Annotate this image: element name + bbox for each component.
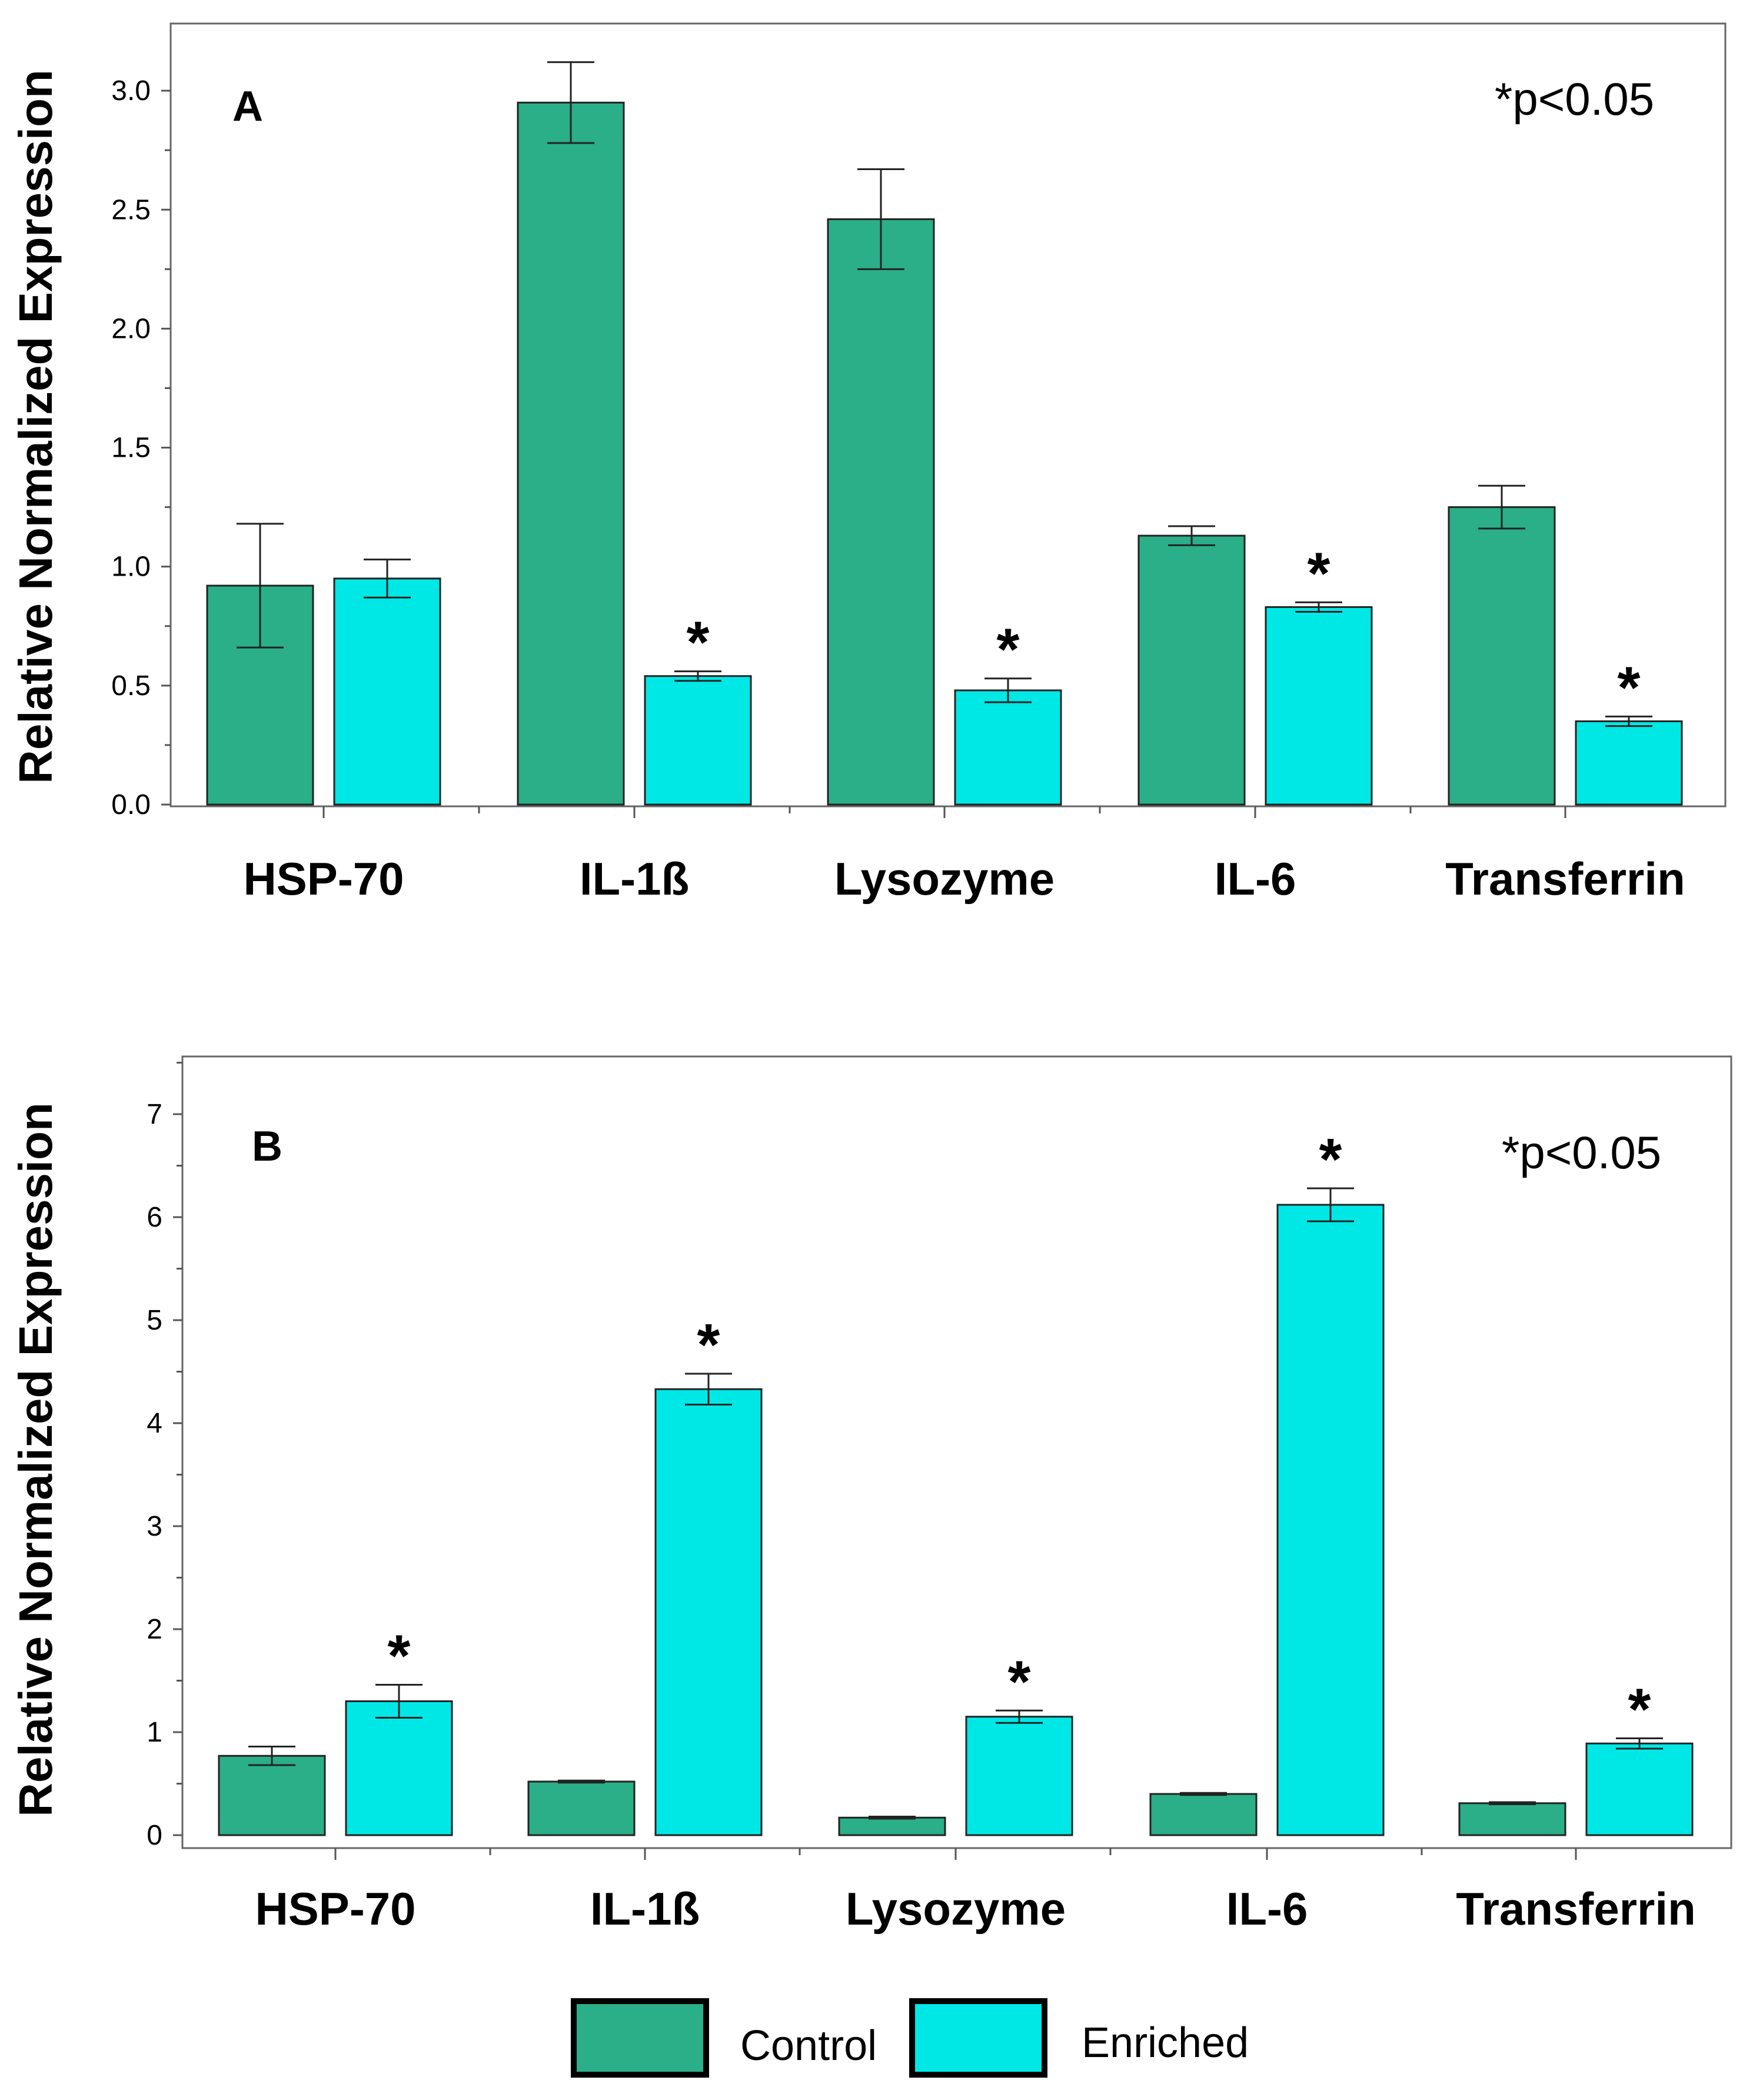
category-label: IL-6 bbox=[1215, 853, 1296, 905]
bar-control bbox=[517, 101, 625, 806]
significance-star: * bbox=[697, 1312, 720, 1378]
category-label: Transferrin bbox=[1456, 1883, 1695, 1935]
category-label: Lysozyme bbox=[834, 853, 1055, 905]
y-tick-label: 4 bbox=[147, 1408, 162, 1439]
bar-control bbox=[527, 1780, 636, 1836]
panel-b-label: B bbox=[252, 1123, 282, 1170]
bar-control bbox=[827, 218, 935, 806]
legend: Control Enriched bbox=[571, 1998, 1249, 2078]
category-label: IL-6 bbox=[1226, 1883, 1308, 1935]
y-tick-label: 1.0 bbox=[111, 551, 151, 583]
bar-control bbox=[1448, 506, 1556, 806]
panel-b-error-bars bbox=[248, 1187, 1663, 1820]
panel-a-error-bars bbox=[237, 61, 1652, 727]
significance-star: * bbox=[1319, 1127, 1342, 1192]
panel-a-x-ticks bbox=[322, 806, 1566, 818]
y-tick-label: 7 bbox=[147, 1099, 162, 1130]
bar-control bbox=[838, 1816, 946, 1836]
y-tick-label: 1 bbox=[147, 1717, 162, 1748]
panel-a-category-labels: HSP-70 IL-1ß Lysozyme IL-6 Transferrin bbox=[243, 853, 1685, 905]
bar-enriched bbox=[954, 689, 1062, 806]
category-label: HSP-70 bbox=[255, 1883, 415, 1935]
y-tick-label: 3.0 bbox=[111, 75, 151, 107]
y-tick-label: 2.5 bbox=[111, 194, 151, 225]
legend-label-enriched: Enriched bbox=[1082, 2019, 1249, 2066]
panel-b-x-ticks bbox=[334, 1848, 1577, 1860]
significance-star: * bbox=[1628, 1677, 1651, 1743]
panel-b-category-labels: HSP-70 IL-1ß Lysozyme IL-6 Transferrin bbox=[255, 1883, 1695, 1935]
significance-star: * bbox=[388, 1623, 411, 1689]
significance-star: * bbox=[997, 617, 1020, 683]
panel-b-bars bbox=[218, 1204, 1694, 1836]
panel-b-significance-stars: * * * * * bbox=[388, 1127, 1651, 1743]
y-tick-label: 6 bbox=[147, 1202, 162, 1233]
panel-a-significance-note: *p<0.05 bbox=[1495, 73, 1654, 125]
legend-label-control: Control bbox=[740, 2022, 877, 2069]
panel-b-y-ticks: 0 1 2 3 4 5 6 7 bbox=[147, 1062, 182, 1851]
bar-control bbox=[1458, 1802, 1566, 1836]
panel-b-significance-note: *p<0.05 bbox=[1502, 1127, 1661, 1178]
panel-a-label: A bbox=[232, 83, 263, 130]
bar-enriched bbox=[1585, 1742, 1694, 1836]
y-tick-label: 0.5 bbox=[111, 670, 151, 702]
panel-b-plot-frame bbox=[181, 1055, 1732, 1849]
y-tick-label: 2 bbox=[147, 1614, 162, 1645]
bar-enriched bbox=[965, 1716, 1073, 1836]
y-tick-label: 3 bbox=[147, 1511, 162, 1542]
y-tick-label: 5 bbox=[147, 1305, 162, 1336]
bar-enriched bbox=[333, 577, 441, 806]
bar-enriched bbox=[1265, 606, 1373, 806]
panel-b-y-axis-label: Relative Normalized Expression bbox=[9, 1102, 62, 1817]
y-tick-label: 0 bbox=[147, 1820, 162, 1851]
panel-b-chart: Relative Normalized Expression B *p<0.05… bbox=[9, 1055, 1732, 1935]
panel-a-chart: Relative Normalized Expression A *p<0.05… bbox=[9, 22, 1727, 905]
panel-a-plot-frame bbox=[169, 22, 1727, 808]
significance-star: * bbox=[1308, 540, 1330, 606]
bar-control bbox=[1149, 1793, 1258, 1836]
category-label: IL-1ß bbox=[590, 1883, 700, 1935]
bar-enriched bbox=[1276, 1204, 1385, 1836]
category-label: HSP-70 bbox=[243, 853, 404, 905]
bar-enriched bbox=[345, 1700, 453, 1836]
panel-a-y-axis-label: Relative Normalized Expression bbox=[9, 69, 62, 784]
significance-star: * bbox=[1618, 654, 1641, 720]
panel-a-significance-stars: * * * * bbox=[687, 540, 1641, 720]
bar-enriched bbox=[654, 1388, 763, 1836]
y-tick-label: 0.0 bbox=[111, 789, 151, 820]
legend-swatch-control bbox=[571, 1998, 709, 2078]
y-tick-label: 1.5 bbox=[111, 433, 151, 464]
panel-a-y-ticks: 0.0 0.5 1.0 1.5 2.0 2.5 3.0 bbox=[111, 75, 171, 820]
bar-enriched bbox=[1575, 720, 1683, 806]
legend-swatch-enriched bbox=[909, 1998, 1047, 2078]
y-tick-label: 2.0 bbox=[111, 313, 151, 344]
significance-star: * bbox=[1008, 1649, 1031, 1714]
panel-a-bars bbox=[206, 101, 1683, 806]
category-label: Transferrin bbox=[1445, 853, 1685, 905]
category-label: Lysozyme bbox=[846, 1883, 1066, 1935]
category-label: IL-1ß bbox=[580, 853, 689, 905]
bar-enriched bbox=[644, 675, 752, 806]
bar-control bbox=[1137, 534, 1246, 806]
bar-control bbox=[218, 1755, 326, 1836]
significance-star: * bbox=[687, 610, 710, 676]
